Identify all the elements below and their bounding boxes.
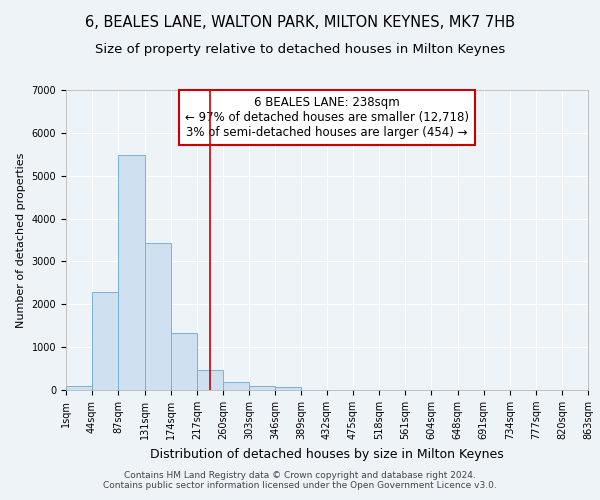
Bar	[249, 386, 275, 390]
Bar	[223, 382, 249, 390]
Bar	[66, 386, 92, 390]
Text: 6 BEALES LANE: 238sqm
← 97% of detached houses are smaller (12,718)
3% of semi-d: 6 BEALES LANE: 238sqm ← 97% of detached …	[185, 96, 469, 139]
Bar	[145, 243, 171, 390]
Text: 6, BEALES LANE, WALTON PARK, MILTON KEYNES, MK7 7HB: 6, BEALES LANE, WALTON PARK, MILTON KEYN…	[85, 15, 515, 30]
Text: Size of property relative to detached houses in Milton Keynes: Size of property relative to detached ho…	[95, 42, 505, 56]
Bar	[275, 387, 301, 390]
X-axis label: Distribution of detached houses by size in Milton Keynes: Distribution of detached houses by size …	[150, 448, 504, 460]
Text: Contains HM Land Registry data © Crown copyright and database right 2024.
Contai: Contains HM Land Registry data © Crown c…	[103, 470, 497, 490]
Y-axis label: Number of detached properties: Number of detached properties	[16, 152, 26, 328]
Bar	[118, 155, 145, 390]
Bar	[197, 370, 223, 390]
Bar	[92, 292, 118, 390]
Bar	[171, 332, 197, 390]
